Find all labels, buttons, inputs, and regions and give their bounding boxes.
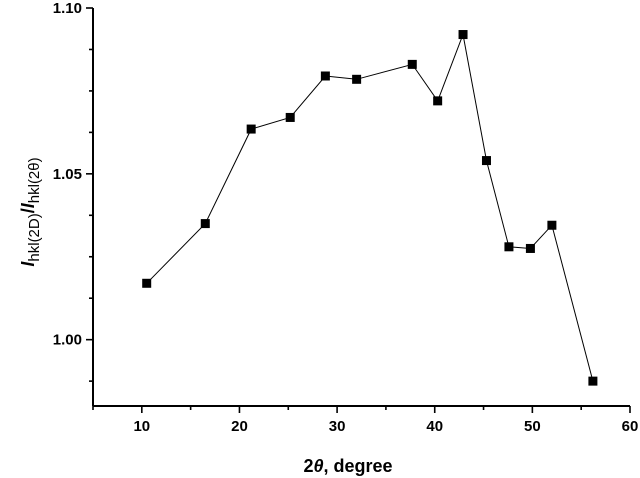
data-point <box>588 376 598 386</box>
x-tick-label: 10 <box>133 418 150 435</box>
data-point <box>352 74 362 84</box>
tick-labels: 10 20 30 40 50 60 1.00 1.05 1.10 <box>53 0 639 435</box>
y-axis-title-i2: I <box>18 202 38 208</box>
data-point <box>320 71 330 81</box>
y-tick-label: 1.05 <box>53 166 82 183</box>
x-axis-title: 2θ, degree <box>303 456 392 476</box>
data-point <box>246 124 256 134</box>
y-axis-title-sub1: hkl(2D) <box>26 213 43 261</box>
series-line <box>146 32 594 382</box>
data-point <box>433 96 443 106</box>
y-tick-label: 1.00 <box>53 332 82 349</box>
y-tick-label: 1.10 <box>53 0 82 17</box>
data-point <box>481 156 491 166</box>
x-axis-title-symbol: θ <box>313 456 323 476</box>
x-tick-label: 20 <box>231 418 248 435</box>
ticks <box>86 7 631 413</box>
y-axis-title-sub2: hkl(2θ) <box>26 157 43 203</box>
axes <box>92 8 630 407</box>
data-point <box>142 278 152 288</box>
data-point <box>200 219 210 229</box>
data-point <box>285 112 295 122</box>
data-point <box>458 30 468 40</box>
x-tick-label: 50 <box>524 418 541 435</box>
data-point <box>407 59 417 69</box>
x-axis-title-rest: , degree <box>324 456 393 476</box>
x-tick-label: 60 <box>622 418 639 435</box>
data-point <box>504 242 514 252</box>
x-tick-label: 30 <box>329 418 346 435</box>
series <box>142 30 598 386</box>
x-axis-title-num: 2 <box>303 456 313 476</box>
y-axis-title-i1: I <box>18 261 38 267</box>
data-point <box>547 220 557 230</box>
y-axis-title: Ihkl(2D)/Ihkl(2θ) <box>18 157 43 266</box>
y-axis-title-slash: / <box>18 208 38 213</box>
x-tick-label: 40 <box>426 418 443 435</box>
data-point <box>525 243 535 253</box>
